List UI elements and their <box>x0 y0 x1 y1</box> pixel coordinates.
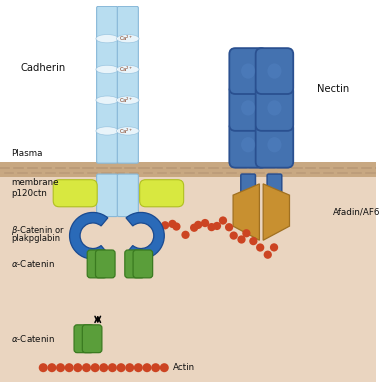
Ellipse shape <box>267 64 281 79</box>
Circle shape <box>219 217 227 225</box>
Ellipse shape <box>116 96 139 104</box>
Ellipse shape <box>96 127 118 135</box>
Circle shape <box>201 219 209 227</box>
Text: Ca$^{2+}$: Ca$^{2+}$ <box>119 95 134 105</box>
Circle shape <box>213 222 221 230</box>
FancyBboxPatch shape <box>97 6 118 163</box>
FancyBboxPatch shape <box>87 250 107 278</box>
Ellipse shape <box>267 100 281 116</box>
Ellipse shape <box>267 137 281 152</box>
Text: Plasma: Plasma <box>11 149 43 158</box>
Circle shape <box>148 216 156 224</box>
Bar <box>0 162 376 177</box>
Circle shape <box>172 222 180 231</box>
Wedge shape <box>126 212 164 259</box>
Ellipse shape <box>96 35 118 43</box>
FancyBboxPatch shape <box>267 174 282 224</box>
FancyBboxPatch shape <box>229 48 267 94</box>
Ellipse shape <box>241 64 255 79</box>
Wedge shape <box>69 212 108 259</box>
Ellipse shape <box>241 137 255 152</box>
Circle shape <box>39 363 48 372</box>
Circle shape <box>256 243 264 252</box>
Text: $\alpha$-Catenin: $\alpha$-Catenin <box>11 258 55 269</box>
Text: Ca$^{2+}$: Ca$^{2+}$ <box>119 126 134 135</box>
FancyBboxPatch shape <box>256 122 293 168</box>
Circle shape <box>108 363 117 372</box>
Text: Ca$^{2+}$: Ca$^{2+}$ <box>119 65 134 74</box>
Circle shape <box>242 229 251 237</box>
Ellipse shape <box>116 127 139 135</box>
FancyBboxPatch shape <box>82 325 102 353</box>
Text: p120ctn: p120ctn <box>11 189 47 198</box>
Circle shape <box>125 363 134 372</box>
Text: Actin: Actin <box>173 363 195 372</box>
FancyBboxPatch shape <box>95 250 115 278</box>
Circle shape <box>208 223 216 231</box>
Ellipse shape <box>96 65 118 74</box>
Ellipse shape <box>116 65 139 74</box>
Circle shape <box>181 231 190 239</box>
Circle shape <box>151 363 160 372</box>
FancyBboxPatch shape <box>74 325 94 353</box>
Text: Cadherin: Cadherin <box>21 63 66 73</box>
Text: Ca$^{2+}$: Ca$^{2+}$ <box>119 34 134 43</box>
FancyBboxPatch shape <box>241 174 255 224</box>
Text: $\alpha$-Catenin: $\alpha$-Catenin <box>11 333 55 344</box>
Text: membrane: membrane <box>11 178 59 187</box>
Circle shape <box>237 236 246 244</box>
Circle shape <box>160 363 169 372</box>
Circle shape <box>99 363 108 372</box>
Circle shape <box>161 221 169 229</box>
Circle shape <box>82 363 91 372</box>
FancyBboxPatch shape <box>117 174 139 217</box>
Polygon shape <box>263 184 289 240</box>
Ellipse shape <box>116 35 139 43</box>
Circle shape <box>65 363 74 372</box>
FancyBboxPatch shape <box>133 250 152 278</box>
Bar <box>0 177 376 382</box>
Circle shape <box>225 223 233 231</box>
Text: plakpglabin: plakpglabin <box>11 234 61 243</box>
FancyBboxPatch shape <box>125 250 144 278</box>
FancyBboxPatch shape <box>229 122 267 168</box>
Circle shape <box>168 220 177 228</box>
Circle shape <box>230 232 238 240</box>
FancyBboxPatch shape <box>256 48 293 94</box>
Ellipse shape <box>241 100 255 116</box>
Circle shape <box>91 363 100 372</box>
Circle shape <box>190 223 198 232</box>
FancyBboxPatch shape <box>117 6 139 163</box>
FancyBboxPatch shape <box>256 85 293 131</box>
Text: $\beta$-Catenin or: $\beta$-Catenin or <box>11 223 65 237</box>
Circle shape <box>73 363 82 372</box>
Circle shape <box>56 363 65 372</box>
Circle shape <box>249 237 258 245</box>
FancyBboxPatch shape <box>97 174 118 217</box>
Circle shape <box>153 224 161 232</box>
Circle shape <box>116 363 126 372</box>
Circle shape <box>194 221 202 229</box>
Ellipse shape <box>96 96 118 104</box>
Circle shape <box>270 243 278 251</box>
Text: Afadin/AF6: Afadin/AF6 <box>333 208 380 217</box>
Circle shape <box>47 363 56 372</box>
Circle shape <box>263 251 272 259</box>
Text: Nectin: Nectin <box>317 84 349 94</box>
Circle shape <box>134 363 143 372</box>
FancyBboxPatch shape <box>53 180 97 207</box>
FancyBboxPatch shape <box>229 85 267 131</box>
FancyBboxPatch shape <box>140 180 184 207</box>
Circle shape <box>142 363 151 372</box>
Polygon shape <box>233 184 260 240</box>
